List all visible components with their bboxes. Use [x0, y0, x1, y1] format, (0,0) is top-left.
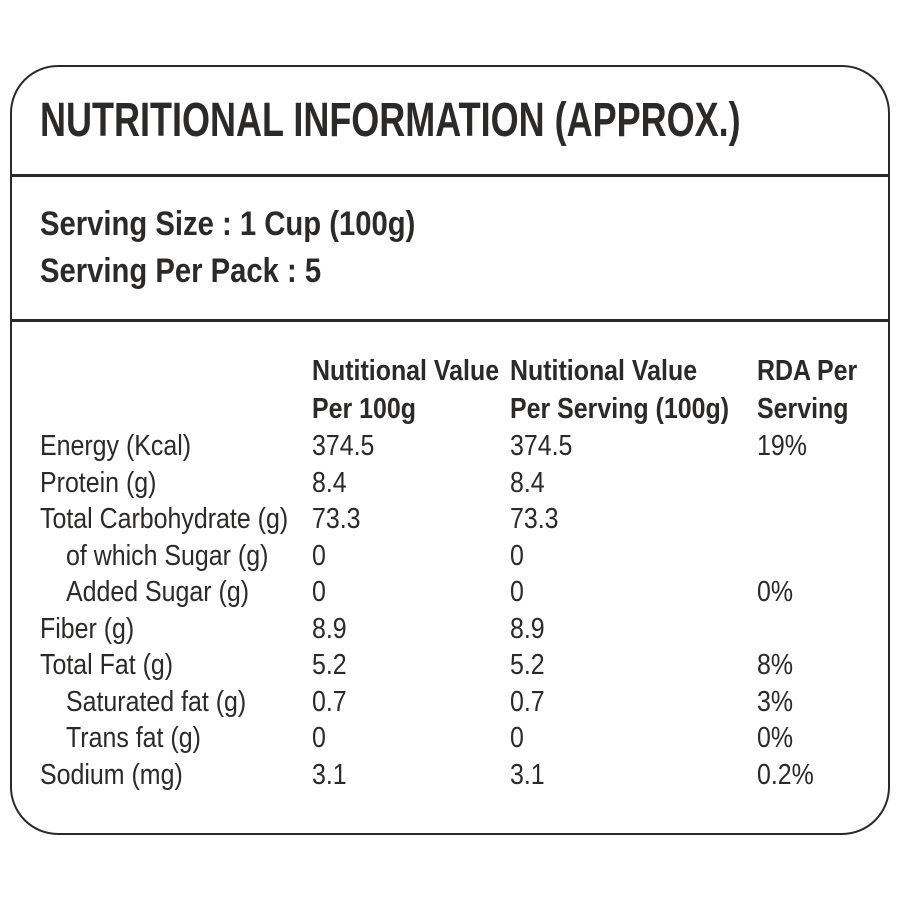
value-per-100g: 5.2	[312, 649, 347, 681]
value-per-100g: 0	[312, 722, 326, 754]
serving-size-line: Serving Size : 1 Cup (100g)	[40, 201, 888, 248]
value-per-100g: 73.3	[312, 503, 361, 535]
value-per-serving: 374.5	[510, 430, 573, 462]
table-row-trans-fat: Trans fat (g) 0 0 0%	[40, 720, 888, 757]
header-per-serving: Nutitional Value	[510, 352, 757, 390]
rda-value: 0%	[757, 576, 794, 608]
value-per-serving: 3.1	[510, 758, 545, 791]
header-per-100g: Nutitional Value	[312, 352, 510, 390]
rda-value: 3%	[757, 685, 794, 718]
nutrient-name: Fiber (g)	[40, 612, 135, 645]
header-per-serving-line2: Per Serving (100g)	[510, 393, 730, 425]
serving-size-text: Serving Size : 1 Cup (100g)	[40, 205, 416, 243]
title-section: NUTRITIONAL INFORMATION (APPROX.)	[12, 67, 888, 177]
rda-value: 19%	[757, 430, 807, 462]
table-row-sodium: Sodium (mg) 3.1 3.1 0.2%	[40, 757, 888, 794]
table-row-carbohydrate: Total Carbohydrate (g) 73.3 73.3	[40, 501, 888, 538]
nutrient-name: Sodium (mg)	[40, 758, 183, 791]
nutrient-name: Total Fat (g)	[40, 649, 174, 681]
nutrient-name: of which Sugar (g)	[66, 539, 269, 572]
value-per-100g: 3.1	[312, 758, 347, 791]
table-body: Energy (Kcal) 374.5 374.5 19% Protein (g…	[40, 428, 888, 793]
header-nutrient-blank	[40, 352, 312, 390]
serving-per-pack-line: Serving Per Pack : 5	[40, 248, 888, 295]
nutrient-name: Trans fat (g)	[66, 722, 201, 754]
table-row-added-sugar: Added Sugar (g) 0 0 0%	[40, 574, 888, 611]
value-per-serving: 8.9	[510, 612, 545, 645]
rda-value: 8%	[757, 649, 794, 681]
table-header-row-2: Per 100g Per Serving (100g) Serving	[40, 390, 888, 428]
header-per-100g-2: Per 100g	[312, 390, 510, 428]
table-row-energy: Energy (Kcal) 374.5 374.5 19%	[40, 428, 888, 465]
serving-section: Serving Size : 1 Cup (100g) Serving Per …	[12, 177, 888, 322]
header-per-serving-line1: Nutitional Value	[510, 355, 698, 387]
table-row-total-fat: Total Fat (g) 5.2 5.2 8%	[40, 647, 888, 684]
header-nutrient-blank-2	[40, 390, 312, 428]
nutrient-name: Total Carbohydrate (g)	[40, 503, 289, 535]
nutrient-name: Protein (g)	[40, 466, 157, 499]
value-per-serving: 8.4	[510, 466, 545, 499]
header-per-100g-line1: Nutitional Value	[312, 355, 500, 387]
nutrient-name: Saturated fat (g)	[66, 685, 247, 718]
header-per-100g-line2: Per 100g	[312, 393, 416, 425]
header-rda-line1: RDA Per	[757, 355, 858, 387]
value-per-100g: 374.5	[312, 430, 375, 462]
table-row-fiber: Fiber (g) 8.9 8.9	[40, 611, 888, 648]
header-rda-line2: Serving	[757, 393, 849, 425]
header-per-serving-2: Per Serving (100g)	[510, 390, 757, 428]
header-rda-2: Serving	[757, 390, 888, 428]
rda-value: 0%	[757, 722, 794, 754]
nutrient-name: Energy (Kcal)	[40, 430, 192, 462]
table-row-protein: Protein (g) 8.4 8.4	[40, 465, 888, 502]
nutrition-table: Nutitional Value Nutitional Value RDA Pe…	[12, 322, 888, 793]
value-per-serving: 5.2	[510, 649, 545, 681]
rda-value: 0.2%	[757, 758, 814, 791]
nutrient-name: Added Sugar (g)	[66, 576, 250, 608]
value-per-serving: 0.7	[510, 685, 545, 718]
table-header: Nutitional Value Nutitional Value RDA Pe…	[40, 352, 888, 428]
value-per-100g: 8.4	[312, 466, 347, 499]
table-header-row-1: Nutitional Value Nutitional Value RDA Pe…	[40, 352, 888, 390]
value-per-serving: 0	[510, 722, 524, 754]
label-title: NUTRITIONAL INFORMATION (APPROX.)	[40, 94, 741, 147]
table-row-saturated-fat: Saturated fat (g) 0.7 0.7 3%	[40, 684, 888, 721]
value-per-serving: 0	[510, 539, 524, 572]
value-per-100g: 0.7	[312, 685, 347, 718]
serving-per-pack-text: Serving Per Pack : 5	[40, 252, 322, 290]
nutrition-label: NUTRITIONAL INFORMATION (APPROX.) Servin…	[10, 65, 890, 835]
value-per-serving: 0	[510, 576, 524, 608]
value-per-100g: 8.9	[312, 612, 347, 645]
header-rda: RDA Per	[757, 352, 888, 390]
value-per-100g: 0	[312, 539, 326, 572]
table-row-sugar: of which Sugar (g) 0 0	[40, 538, 888, 575]
value-per-100g: 0	[312, 576, 326, 608]
value-per-serving: 73.3	[510, 503, 559, 535]
